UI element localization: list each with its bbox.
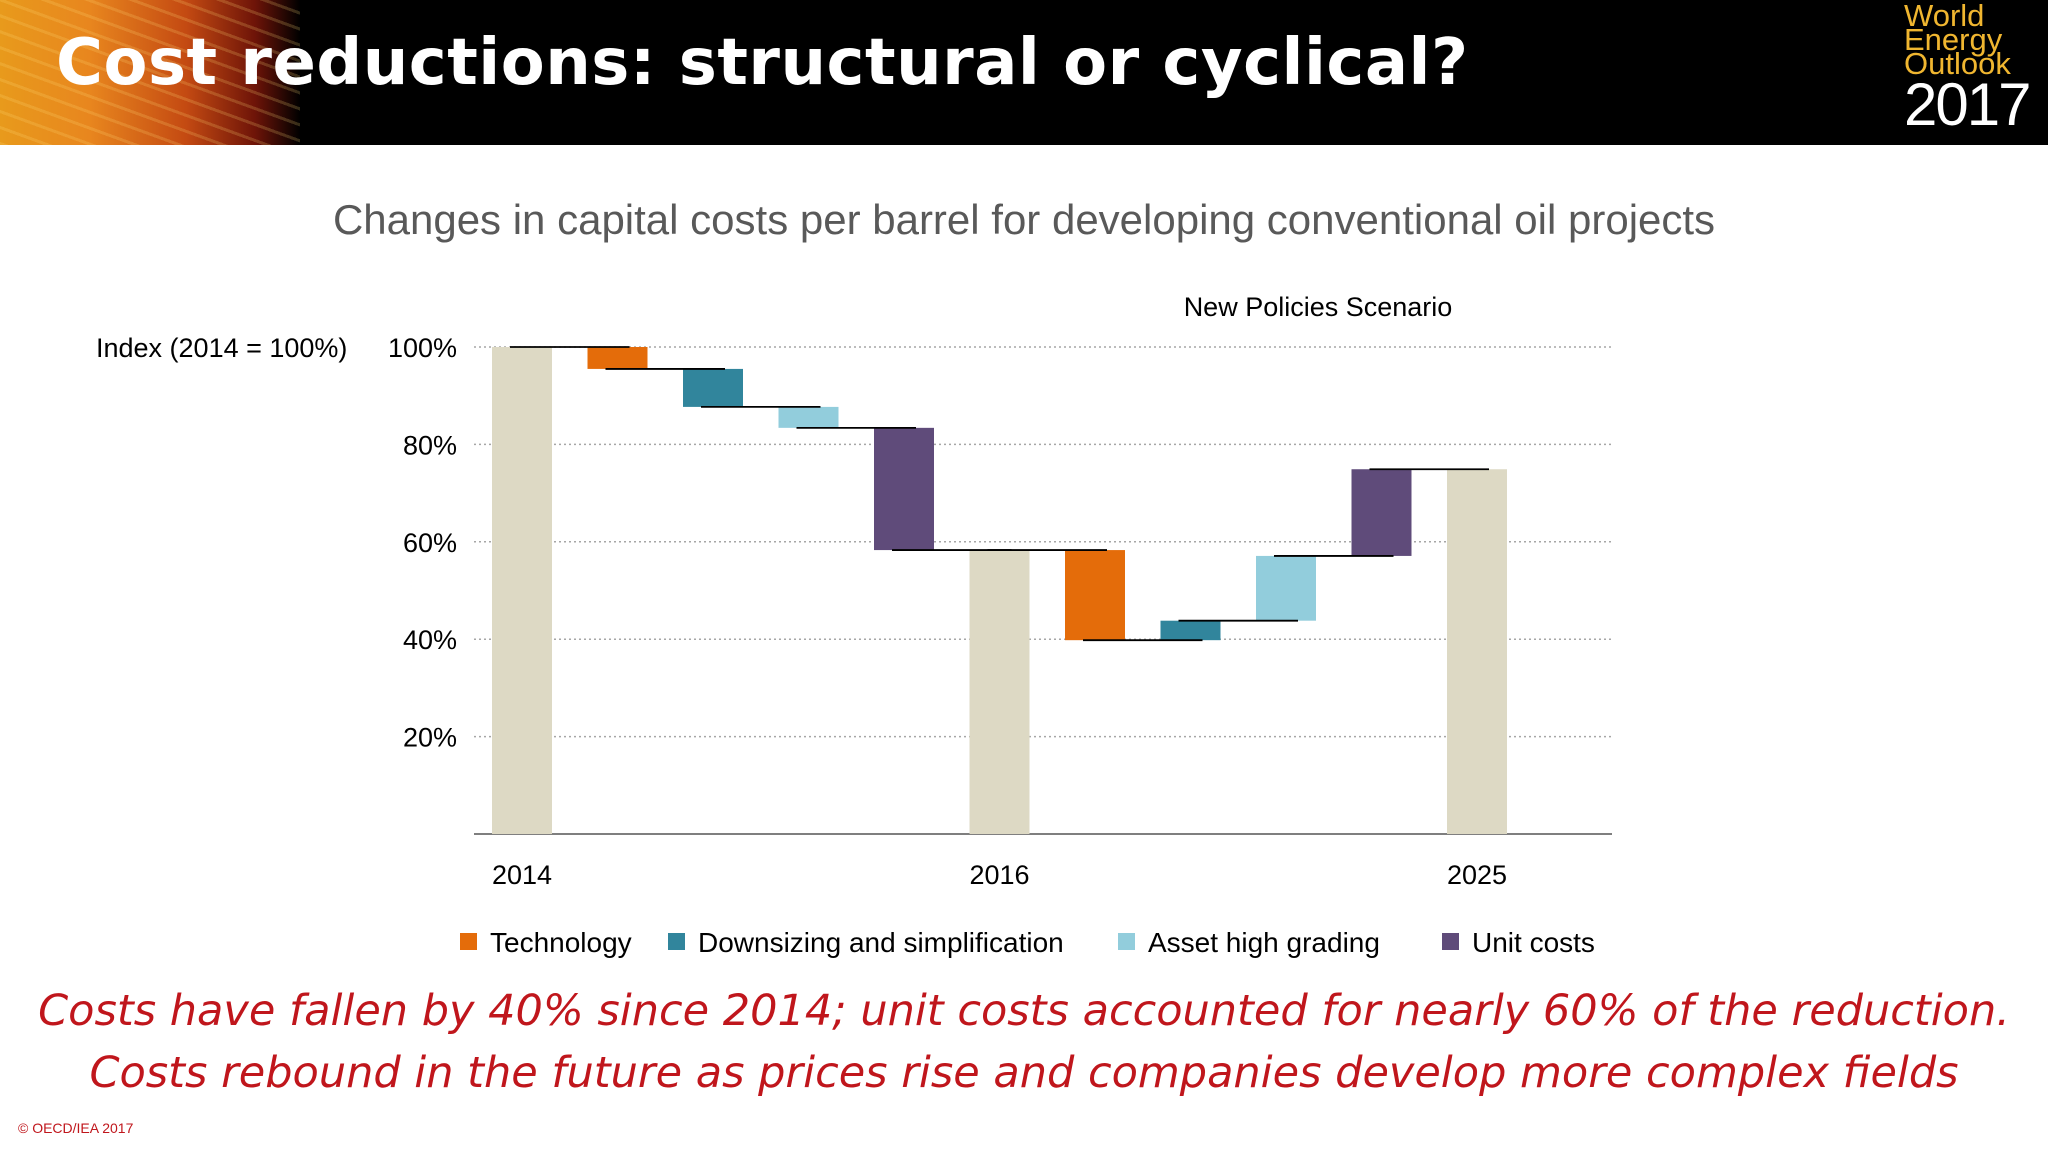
legend-label-unit-costs: Unit costs [1472,927,1595,958]
bar-technology-1 [587,347,648,369]
chart-title: Changes in capital costs per barrel for … [332,196,1716,243]
bar-total-2014 [492,347,552,834]
grid-layer [474,346,1612,835]
logo-line-outlook: Outlook [1904,46,2011,81]
label-layer: 20% 40% 60% 80% 100% Index (2014 = 100%) New P… [96,292,1507,890]
x-tick-label-2016: 2016 [969,860,1029,890]
logo-line-world: World [1904,0,1985,33]
logo-line-energy: Energy [1904,22,2003,57]
bar-unit-costs-4 [874,427,934,551]
y-axis-label: Index (2014 = 100%) [96,333,347,363]
legend-label-downsizing-and-simplification: Downsizing and simplification [698,927,1064,958]
slide-title: Cost reductions: structural or cyclical? [56,26,1469,100]
legend-label-technology: Technology [490,927,632,958]
bar-technology-6 [1065,550,1125,641]
weo-logo: World Energy Outlook 2017 [1904,0,2034,138]
legend-swatch-technology [460,933,477,950]
legend: Technology Downsizing and simplification A… [460,927,1595,958]
y-tick-label: 80% [403,430,457,460]
waterfall-chart: 20% 40% 60% 80% 100% Index (2014 = 100%) New P… [96,292,1612,958]
bar-total-2025 [1447,469,1507,834]
y-tick-label: 60% [403,528,457,558]
x-tick-label-2014: 2014 [492,860,552,890]
bar-asset-high-grading-8 [1256,555,1316,621]
logo-year: 2017 [1904,71,2031,138]
bar-downsizing-and-simplification-7 [1160,620,1221,641]
legend-swatch-downsizing-and-simplification [668,933,685,950]
legend-swatch-asset-high-grading [1118,933,1135,950]
scenario-annotation: New Policies Scenario [1184,292,1453,322]
bar-total-2016 [969,550,1030,834]
slide-header: Cost reductions: structural or cyclical?… [0,0,2048,145]
legend-swatch-unit-costs [1442,933,1459,950]
connector-layer [510,346,1489,642]
takeaway-line-2: Costs rebound in the future as prices ri… [89,1048,1959,1098]
copyright: © OECD/IEA 2017 [18,1120,134,1136]
takeaway-line-1: Costs have fallen by 40% since 2014; uni… [38,986,2010,1036]
bar-downsizing-and-simplification-2 [683,368,743,407]
bar-layer [492,347,1507,834]
bar-unit-costs-9 [1351,469,1412,556]
header-decoration [0,0,300,145]
y-tick-label: 20% [403,723,457,753]
y-tick-label: 100% [388,333,457,363]
legend-label-asset-high-grading: Asset high grading [1148,927,1380,958]
y-tick-label: 40% [403,625,457,655]
bar-asset-high-grading-3 [778,406,839,428]
x-tick-label-2025: 2025 [1447,860,1507,890]
